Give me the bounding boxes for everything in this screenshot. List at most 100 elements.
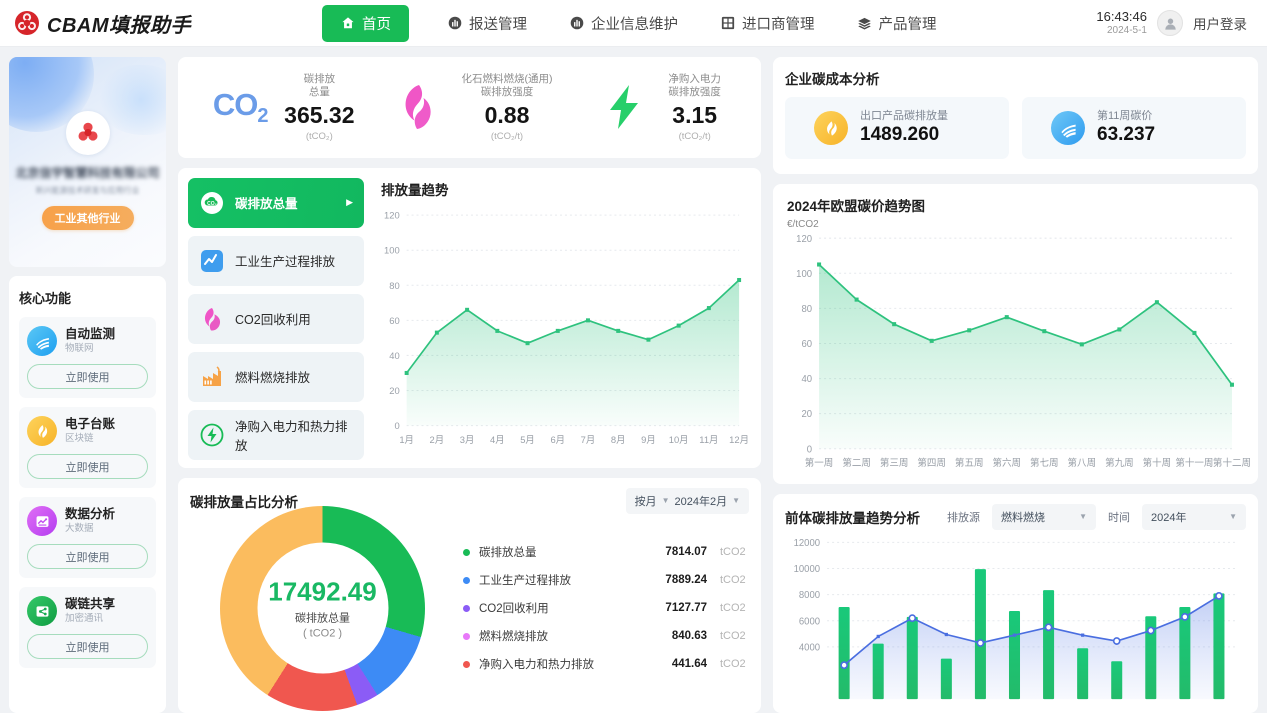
svg-text:120: 120	[796, 234, 812, 245]
header-right: 16:43:46 2024-5-1 用户登录	[1096, 9, 1253, 38]
period-selector[interactable]: 按月 ▼ 2024年2月 ▼	[625, 487, 749, 514]
nav-item-report-management[interactable]: 报送管理	[443, 7, 531, 40]
period-value-label: 2024年2月	[674, 495, 728, 508]
home-icon	[340, 16, 355, 31]
legend-value: 840.63	[671, 630, 707, 643]
source-filter-label: 排放源	[947, 511, 980, 524]
source-item-industrial-process[interactable]: 工业生产过程排放	[188, 235, 364, 286]
nav-item-home[interactable]: 首页	[322, 4, 409, 42]
svg-text:12000: 12000	[794, 538, 820, 549]
nav-item-enterprise-info[interactable]: 企业信息维护	[565, 7, 682, 40]
chart-ylabel: €/tCO2	[787, 218, 819, 230]
svg-text:80: 80	[801, 304, 812, 315]
feature-use-button[interactable]: 立即使用	[27, 634, 148, 659]
feature-desc: 区块链	[65, 433, 94, 445]
kpi-strip: CO2 碳排放 总量 365.32 (tCO₂) 化石燃料燃烧(通用	[178, 57, 761, 158]
sidebar: 北京信宇智慧科技有限公司 新兴能源技术研发与应用行业 工业其他行业 核心功能 自…	[9, 57, 166, 713]
legend-color-dot	[463, 604, 470, 612]
source-item-purchased-power-heat[interactable]: 净购入电力和热力排放	[188, 409, 364, 460]
feature-use-button[interactable]: 立即使用	[27, 454, 148, 479]
carbon-cost-card: 企业碳成本分析 出口产品碳排放量 1489.260 第	[773, 57, 1258, 174]
svg-text:60: 60	[389, 315, 399, 326]
center-column: CO2 碳排放 总量 365.32 (tCO₂) 化石燃料燃烧(通用	[178, 57, 761, 713]
svg-text:CO₂: CO₂	[207, 201, 217, 207]
source-label: 碳排放总量	[235, 197, 298, 212]
svg-text:第三周: 第三周	[880, 457, 909, 469]
user-login-label[interactable]: 用户登录	[1193, 17, 1247, 32]
donut-total-value: 17492.49	[268, 576, 377, 607]
right-column: 企业碳成本分析 出口产品碳排放量 1489.260 第	[773, 57, 1258, 713]
feature-item-auto-monitoring[interactable]: 自动监测 物联网 立即使用	[19, 317, 156, 398]
chart-bar-circle-icon	[447, 16, 462, 31]
legend-row[interactable]: CO2回收利用 7127.77 tCO2	[463, 594, 749, 622]
emission-ratio-card: 碳排放量占比分析 按月 ▼ 2024年2月 ▼ 17492.49 碳排放总	[178, 477, 761, 713]
source-item-total[interactable]: CO₂ 碳排放总量 ▶	[188, 177, 364, 228]
signal-waves-icon	[27, 326, 57, 356]
svg-text:60: 60	[801, 339, 812, 350]
emission-source-list: CO₂ 碳排放总量 ▶ 工业生产过程排放 CO2回收利用	[188, 177, 373, 460]
legend-color-dot	[463, 660, 470, 668]
co2-text-icon: CO2	[212, 86, 269, 127]
ledger-leaf-icon	[27, 416, 57, 446]
feature-item-carbon-chain-share[interactable]: 碳链共享 加密通讯 立即使用	[19, 587, 156, 668]
feature-use-button[interactable]: 立即使用	[27, 364, 148, 389]
signal-waves-icon	[1051, 111, 1085, 145]
legend-label: 碳排放总量	[479, 547, 537, 560]
share-nodes-icon	[27, 596, 57, 626]
source-item-fuel-combustion[interactable]: 燃料燃烧排放	[188, 351, 364, 402]
cost-value: 63.237	[1097, 123, 1156, 145]
kpi-unit: (tCO₂)	[305, 130, 333, 142]
brand: CBAM填报助手	[14, 9, 264, 38]
svg-text:0: 0	[394, 421, 399, 432]
user-avatar-icon[interactable]	[1157, 10, 1183, 36]
legend-unit: tCO2	[720, 630, 746, 643]
emission-ratio-donut[interactable]: 17492.49 碳排放总量 ( tCO2 )	[220, 505, 425, 711]
cbam-flower-logo-icon	[14, 10, 40, 36]
panel-title: 企业碳成本分析	[785, 72, 880, 87]
feature-name: 数据分析	[65, 506, 116, 521]
kpi-purchased-power-intensity: 净购入电力 碳排放强度 3.15 (tCO₂/t)	[563, 73, 751, 142]
ratio-panel-head: 碳排放量占比分析 按月 ▼ 2024年2月 ▼	[190, 487, 749, 514]
kpi-fossil-fuel-intensity: 化石燃料燃烧(通用) 碳排放强度 0.88 (tCO₂/t)	[376, 73, 564, 142]
legend-row[interactable]: 燃料燃烧排放 840.63 tCO2	[463, 622, 749, 650]
flame-pink-icon	[199, 306, 225, 332]
time-filter-label: 时间	[1108, 511, 1130, 524]
legend-row[interactable]: 工业生产过程排放 7889.24 tCO2	[463, 566, 749, 594]
precursor-emission-plot: 4000 6000 8000 10000 12000	[785, 530, 1246, 705]
nav-item-importer-management[interactable]: 进口商管理	[716, 7, 819, 40]
cost-label: 第11周碳价	[1097, 110, 1153, 123]
svg-text:0: 0	[807, 444, 812, 455]
company-industry-tag[interactable]: 工业其他行业	[41, 206, 134, 230]
feature-item-data-analysis[interactable]: 数据分析 大数据 立即使用	[19, 497, 156, 578]
feature-use-button[interactable]: 立即使用	[27, 544, 148, 569]
company-name: 北京信宇智慧科技有限公司	[15, 166, 160, 180]
svg-text:第七周: 第七周	[1030, 457, 1059, 469]
svg-text:1月: 1月	[399, 434, 414, 445]
legend-color-dot	[463, 632, 470, 640]
legend-value: 7814.07	[665, 546, 707, 559]
kpi-total-emission: CO2 碳排放 总量 365.32 (tCO₂)	[188, 73, 376, 142]
svg-text:2月: 2月	[430, 434, 445, 445]
source-label: 工业生产过程排放	[235, 255, 336, 270]
source-filter-select[interactable]: 燃料燃烧 ▼	[992, 503, 1096, 530]
legend-label: 工业生产过程排放	[479, 575, 571, 588]
legend-row[interactable]: 碳排放总量 7814.07 tCO2	[463, 538, 749, 566]
kpi-value: 0.88	[484, 102, 530, 129]
nav-item-product-management[interactable]: 产品管理	[853, 7, 941, 40]
chevron-down-icon: ▼	[1079, 512, 1087, 522]
legend-row[interactable]: 净购入电力和热力排放 441.64 tCO2	[463, 650, 749, 678]
ratio-controls: 按月 ▼ 2024年2月 ▼	[625, 487, 749, 514]
donut-wrap: 17492.49 碳排放总量 ( tCO2 ) 碳排放总量 7814.07 tCO2…	[190, 505, 749, 711]
main-nav: 首页 报送管理 企业信息维护 进口商管理 产品管理	[322, 4, 941, 42]
svg-text:第十周: 第十周	[1143, 457, 1172, 469]
chevron-right-icon: ▶	[346, 197, 353, 208]
chevron-down-icon: ▼	[732, 496, 740, 506]
svg-text:4月: 4月	[490, 434, 505, 445]
feature-item-e-ledger[interactable]: 电子台账 区块链 立即使用	[19, 407, 156, 488]
time-filter-select[interactable]: 2024年 ▼	[1142, 503, 1246, 530]
panel-title: 前体碳排放量趋势分析	[785, 510, 920, 526]
svg-text:12月: 12月	[729, 434, 749, 445]
donut-center-caption: 碳排放总量	[295, 612, 350, 625]
source-item-co2-recycling[interactable]: CO2回收利用	[188, 293, 364, 344]
svg-text:4000: 4000	[799, 642, 820, 653]
